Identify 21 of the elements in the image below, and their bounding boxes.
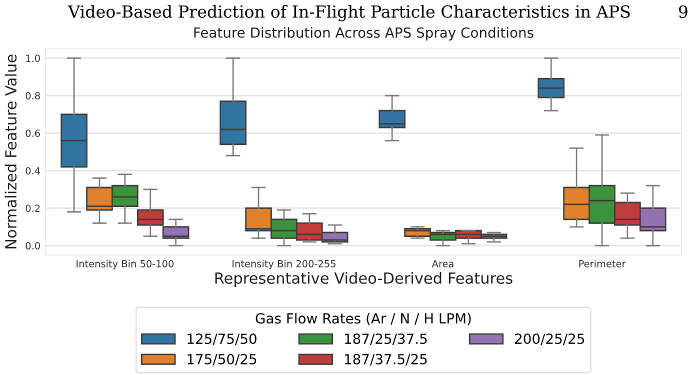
text: 9 <box>678 5 688 18</box>
legend-label: 175/50/25 <box>188 354 256 366</box>
x-tick-label: Area <box>432 260 454 268</box>
x-tick-label: Perimeter <box>579 260 626 268</box>
x-axis-title: Representative Video-Derived Features <box>215 272 512 287</box>
y-tick-label: 0.2 <box>26 204 40 212</box>
y-tick-label: 1.0 <box>26 54 40 62</box>
y-tick-label: 0.0 <box>26 242 40 250</box>
x-tick-label: Intensity Bin 50-100 <box>76 260 174 270</box>
y-tick-label: 0.4 <box>26 167 40 174</box>
legend-title: Gas Flow Rates (Ar / N / H LPM) <box>256 312 471 326</box>
text: Video-Based Prediction of In-Flight Particle Characteristics in APS <box>68 4 630 22</box>
legend-label: 187/37.5/25 <box>344 354 427 366</box>
y-tick-label: 0.6 <box>26 130 40 137</box>
legend-label: 200/25/25 <box>515 334 584 346</box>
legend-label: 125/75/50 <box>188 334 256 346</box>
chart-title: Feature Distribution Across APS Spray Conditions <box>194 27 534 41</box>
y-axis-title: Normalized Feature Value <box>4 54 17 248</box>
y-tick-label: 0.8 <box>26 92 40 100</box>
legend-label: 187/25/37.5 <box>344 334 427 346</box>
x-tick-label: Intensity Bin 200-255 <box>232 260 336 270</box>
